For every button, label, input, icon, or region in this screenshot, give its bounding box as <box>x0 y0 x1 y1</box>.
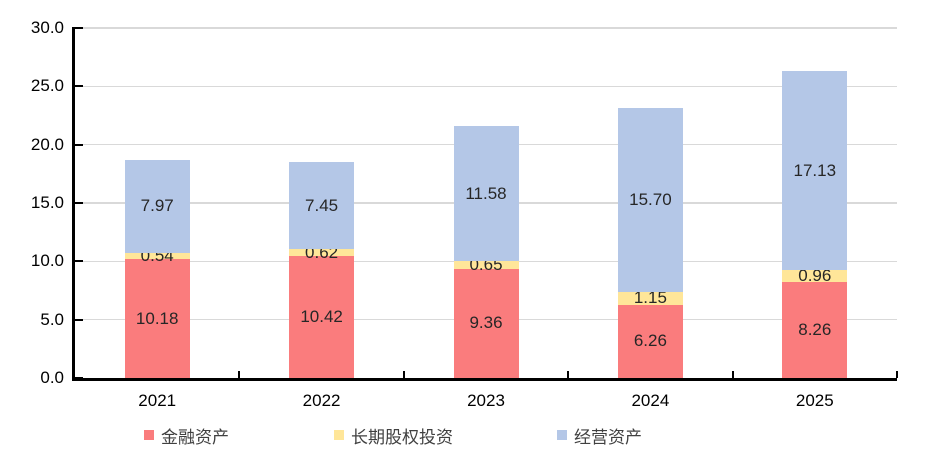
bar-segment: 8.26 <box>782 281 848 378</box>
y-axis-tick <box>75 143 83 146</box>
bar-segment: 0.96 <box>782 266 848 285</box>
bar-value-label: 7.45 <box>305 195 339 215</box>
bar-value-label: 8.26 <box>798 319 832 339</box>
y-axis-tick <box>75 318 83 321</box>
x-axis-label: 2024 <box>631 391 670 410</box>
bar-segment: 17.13 <box>782 70 848 271</box>
y-axis-line <box>72 27 75 381</box>
legend-label: 金融资产 <box>161 427 229 447</box>
legend-marker-swatch <box>334 430 344 440</box>
gridline <box>77 27 897 29</box>
bar-segment: 15.70 <box>617 108 683 292</box>
y-axis-tick <box>75 85 83 88</box>
bar-segment: 0.65 <box>453 255 519 274</box>
bar-value-label: 0.96 <box>798 266 832 286</box>
bar-segment: 11.58 <box>453 126 519 262</box>
bar-segment: 0.54 <box>124 246 190 265</box>
y-axis-tick <box>75 27 83 29</box>
y-axis-label: 25.0 <box>30 76 64 96</box>
y-axis-tick <box>75 260 83 263</box>
x-axis-line <box>72 378 897 381</box>
bar-value-label: 7.97 <box>140 196 174 216</box>
legend-label: 经营资产 <box>574 427 642 447</box>
bar-value-label: 10.42 <box>300 307 343 327</box>
bar-value-label: 1.15 <box>633 288 667 308</box>
x-axis-tick <box>402 371 405 378</box>
bar-segment: 9.36 <box>453 268 519 378</box>
x-axis-tick <box>567 371 570 378</box>
x-axis-label: 2023 <box>467 391 505 410</box>
y-axis-label: 15.0 <box>30 193 64 212</box>
bar-segment: 7.45 <box>289 162 355 250</box>
x-axis-tick <box>238 371 241 378</box>
legend-item: 经营资产 <box>557 426 642 447</box>
bar-value-label: 11.58 <box>465 183 507 203</box>
y-axis-label: 10.0 <box>30 251 64 271</box>
y-axis-label: 0.0 <box>40 368 64 387</box>
x-axis-label: 2025 <box>795 391 834 410</box>
x-axis-tick <box>896 371 898 378</box>
x-axis-label: 2022 <box>302 391 341 410</box>
y-axis-label: 30.0 <box>30 18 64 37</box>
legend-marker-swatch <box>144 430 154 440</box>
bar-value-label: 17.13 <box>793 160 837 180</box>
legend-label: 长期股权投资 <box>351 427 453 447</box>
y-axis-label: 20.0 <box>30 134 64 154</box>
bar-segment: 0.62 <box>289 243 355 262</box>
bar-segment: 10.18 <box>124 259 190 378</box>
x-axis-label: 2021 <box>138 391 177 410</box>
bar-segment: 10.42 <box>289 256 355 378</box>
x-axis-tick <box>731 371 734 378</box>
bar-value-label: 9.36 <box>469 313 503 333</box>
bar-value-label: 10.18 <box>135 308 179 328</box>
bar-segment: 7.97 <box>124 159 190 253</box>
legend-item: 长期股权投资 <box>334 426 453 447</box>
y-axis-tick <box>75 202 83 204</box>
gridline <box>77 85 897 88</box>
bar-value-label: 6.26 <box>633 331 667 351</box>
bar-segment: 1.15 <box>617 288 683 307</box>
bar-segment: 6.26 <box>617 304 683 378</box>
legend-marker-swatch <box>557 430 567 440</box>
bar-value-label: 15.70 <box>629 189 672 209</box>
legend-item: 金融资产 <box>144 426 229 447</box>
y-axis-label: 5.0 <box>40 309 64 329</box>
